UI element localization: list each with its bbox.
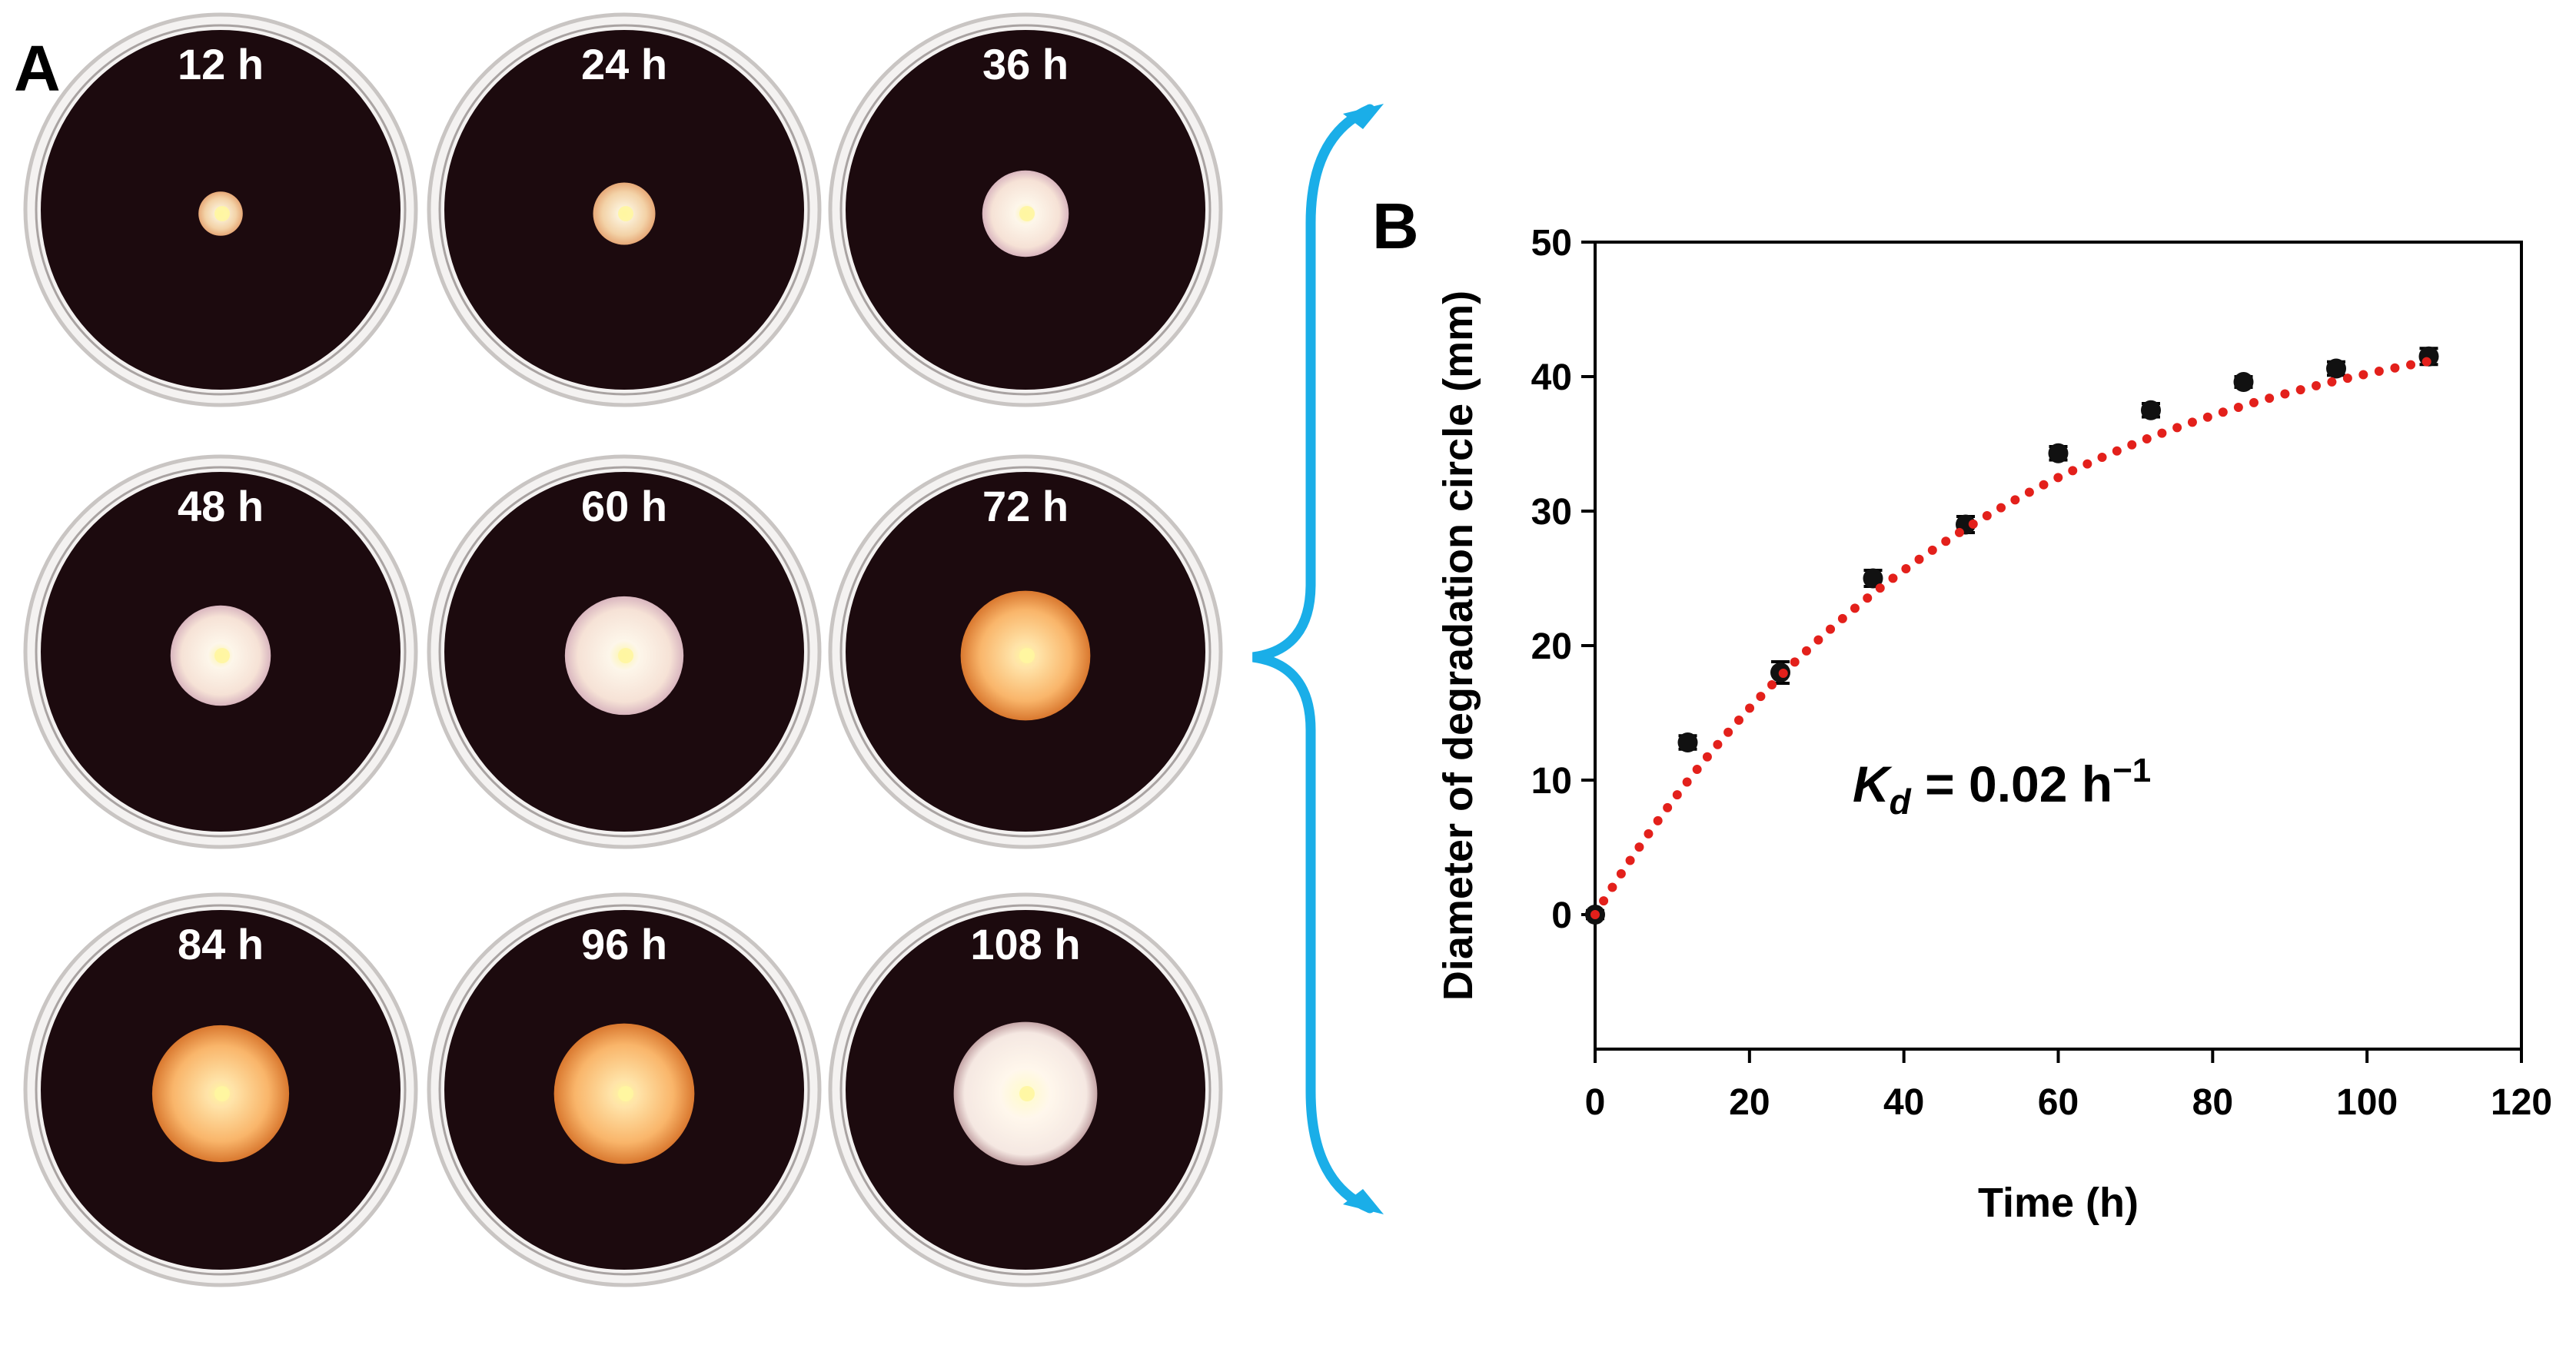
- y-axis-label: Diameter of degradation circle (mm): [1435, 291, 1481, 1001]
- kd-value: = 0.02 h: [1911, 756, 2112, 812]
- data-point-group: [2048, 443, 2069, 463]
- kd-symbol: K: [1853, 756, 1893, 812]
- plate-time-label: 60 h: [581, 482, 667, 530]
- plate-time-label: 72 h: [982, 482, 1069, 530]
- arrow-head-bottom: [1343, 1189, 1384, 1214]
- y-tick-label: 20: [1531, 626, 1572, 667]
- colony-center: [618, 648, 633, 663]
- data-point-group: [2141, 400, 2161, 420]
- petri-plate: 96 h: [427, 892, 822, 1287]
- kd-subscript: d: [1890, 782, 1912, 822]
- panel-a-label: A: [14, 32, 61, 105]
- panel-a: A 12 h 24 h 36 h 48 h 60 h 72 h 84 h 96 h 108 h: [14, 12, 1223, 1287]
- data-point-group: [1677, 732, 1698, 752]
- y-tick-label: 30: [1531, 492, 1572, 533]
- plate-inner-rim: [438, 466, 810, 838]
- panel-b-label: B: [1372, 190, 1419, 262]
- plate-inner-rim: [438, 904, 810, 1276]
- x-tick-label: 80: [2192, 1082, 2233, 1123]
- y-tick-label: 40: [1531, 357, 1572, 398]
- colony-center: [214, 206, 230, 221]
- plate-time-label: 36 h: [982, 40, 1069, 88]
- brace-connector: [1252, 104, 1375, 1214]
- colony-center: [618, 206, 633, 221]
- plate-time-label: 96 h: [581, 920, 667, 968]
- colony-center: [1019, 648, 1035, 663]
- data-point: [1863, 568, 1883, 589]
- x-tick-label: 120: [2491, 1082, 2552, 1123]
- colony-center: [214, 648, 230, 663]
- x-tick-label: 0: [1585, 1082, 1606, 1123]
- plate-time-label: 12 h: [178, 40, 264, 88]
- petri-plate: 108 h: [828, 892, 1223, 1287]
- kd-annotation: Kd = 0.02 h−1: [1853, 752, 2151, 822]
- plate-inner-rim: [839, 904, 1212, 1276]
- colony-center: [214, 1086, 230, 1101]
- plate-inner-rim: [438, 24, 810, 396]
- plate-inner-rim: [35, 466, 407, 838]
- colony-center: [1019, 206, 1035, 221]
- plate-time-label: 48 h: [178, 482, 264, 530]
- petri-plate: 36 h: [828, 12, 1223, 407]
- plate-time-label: 24 h: [581, 40, 667, 88]
- petri-plate: 12 h: [23, 12, 418, 407]
- petri-plate: 60 h: [427, 454, 822, 849]
- plate-inner-rim: [35, 904, 407, 1276]
- colony-center: [618, 1086, 633, 1101]
- colony-center: [1019, 1086, 1035, 1101]
- plate-time-label: 84 h: [178, 920, 264, 968]
- petri-plate: 48 h: [23, 454, 418, 849]
- plate-inner-rim: [839, 24, 1212, 396]
- data-point-group: [2233, 372, 2254, 392]
- plate-time-label: 108 h: [970, 920, 1080, 968]
- y-tick-label: 50: [1531, 223, 1572, 264]
- data-point: [2141, 400, 2161, 420]
- kd-superscript: −1: [2112, 752, 2151, 789]
- x-tick-label: 20: [1729, 1082, 1770, 1123]
- data-point: [2048, 443, 2069, 463]
- arrow-head-top: [1343, 104, 1384, 129]
- panel-b: B 0 10 20 30 40 50 0 20 40 60 80 100 120 Time (h) Diam…: [1372, 190, 2552, 1226]
- plot-frame: [1594, 241, 2523, 1051]
- petri-plate: 84 h: [23, 892, 418, 1287]
- chart-area: 0 10 20 30 40 50 0 20 40 60 80 100 120 Time (h) Diamet…: [1435, 223, 2552, 1226]
- petri-plate: 24 h: [427, 12, 822, 407]
- x-tick-label: 60: [2038, 1082, 2079, 1123]
- y-tick-label: 10: [1531, 761, 1572, 802]
- fit-curve: [1590, 357, 2434, 919]
- x-tick-label: 100: [2336, 1082, 2398, 1123]
- plate-inner-rim: [35, 24, 407, 396]
- x-tick-label: 40: [1883, 1082, 1924, 1123]
- data-point: [2326, 358, 2346, 379]
- plate-inner-rim: [839, 466, 1212, 838]
- petri-plate: 72 h: [828, 454, 1223, 849]
- y-tick-label: 0: [1551, 895, 1572, 936]
- plate-grid: 12 h 24 h 36 h 48 h 60 h 72 h 84 h 96 h 108 h: [23, 12, 1223, 1287]
- data-point: [1677, 732, 1698, 752]
- x-axis-label: Time (h): [1978, 1180, 2139, 1226]
- data-point: [2233, 372, 2254, 392]
- data-point-group: [2326, 358, 2346, 379]
